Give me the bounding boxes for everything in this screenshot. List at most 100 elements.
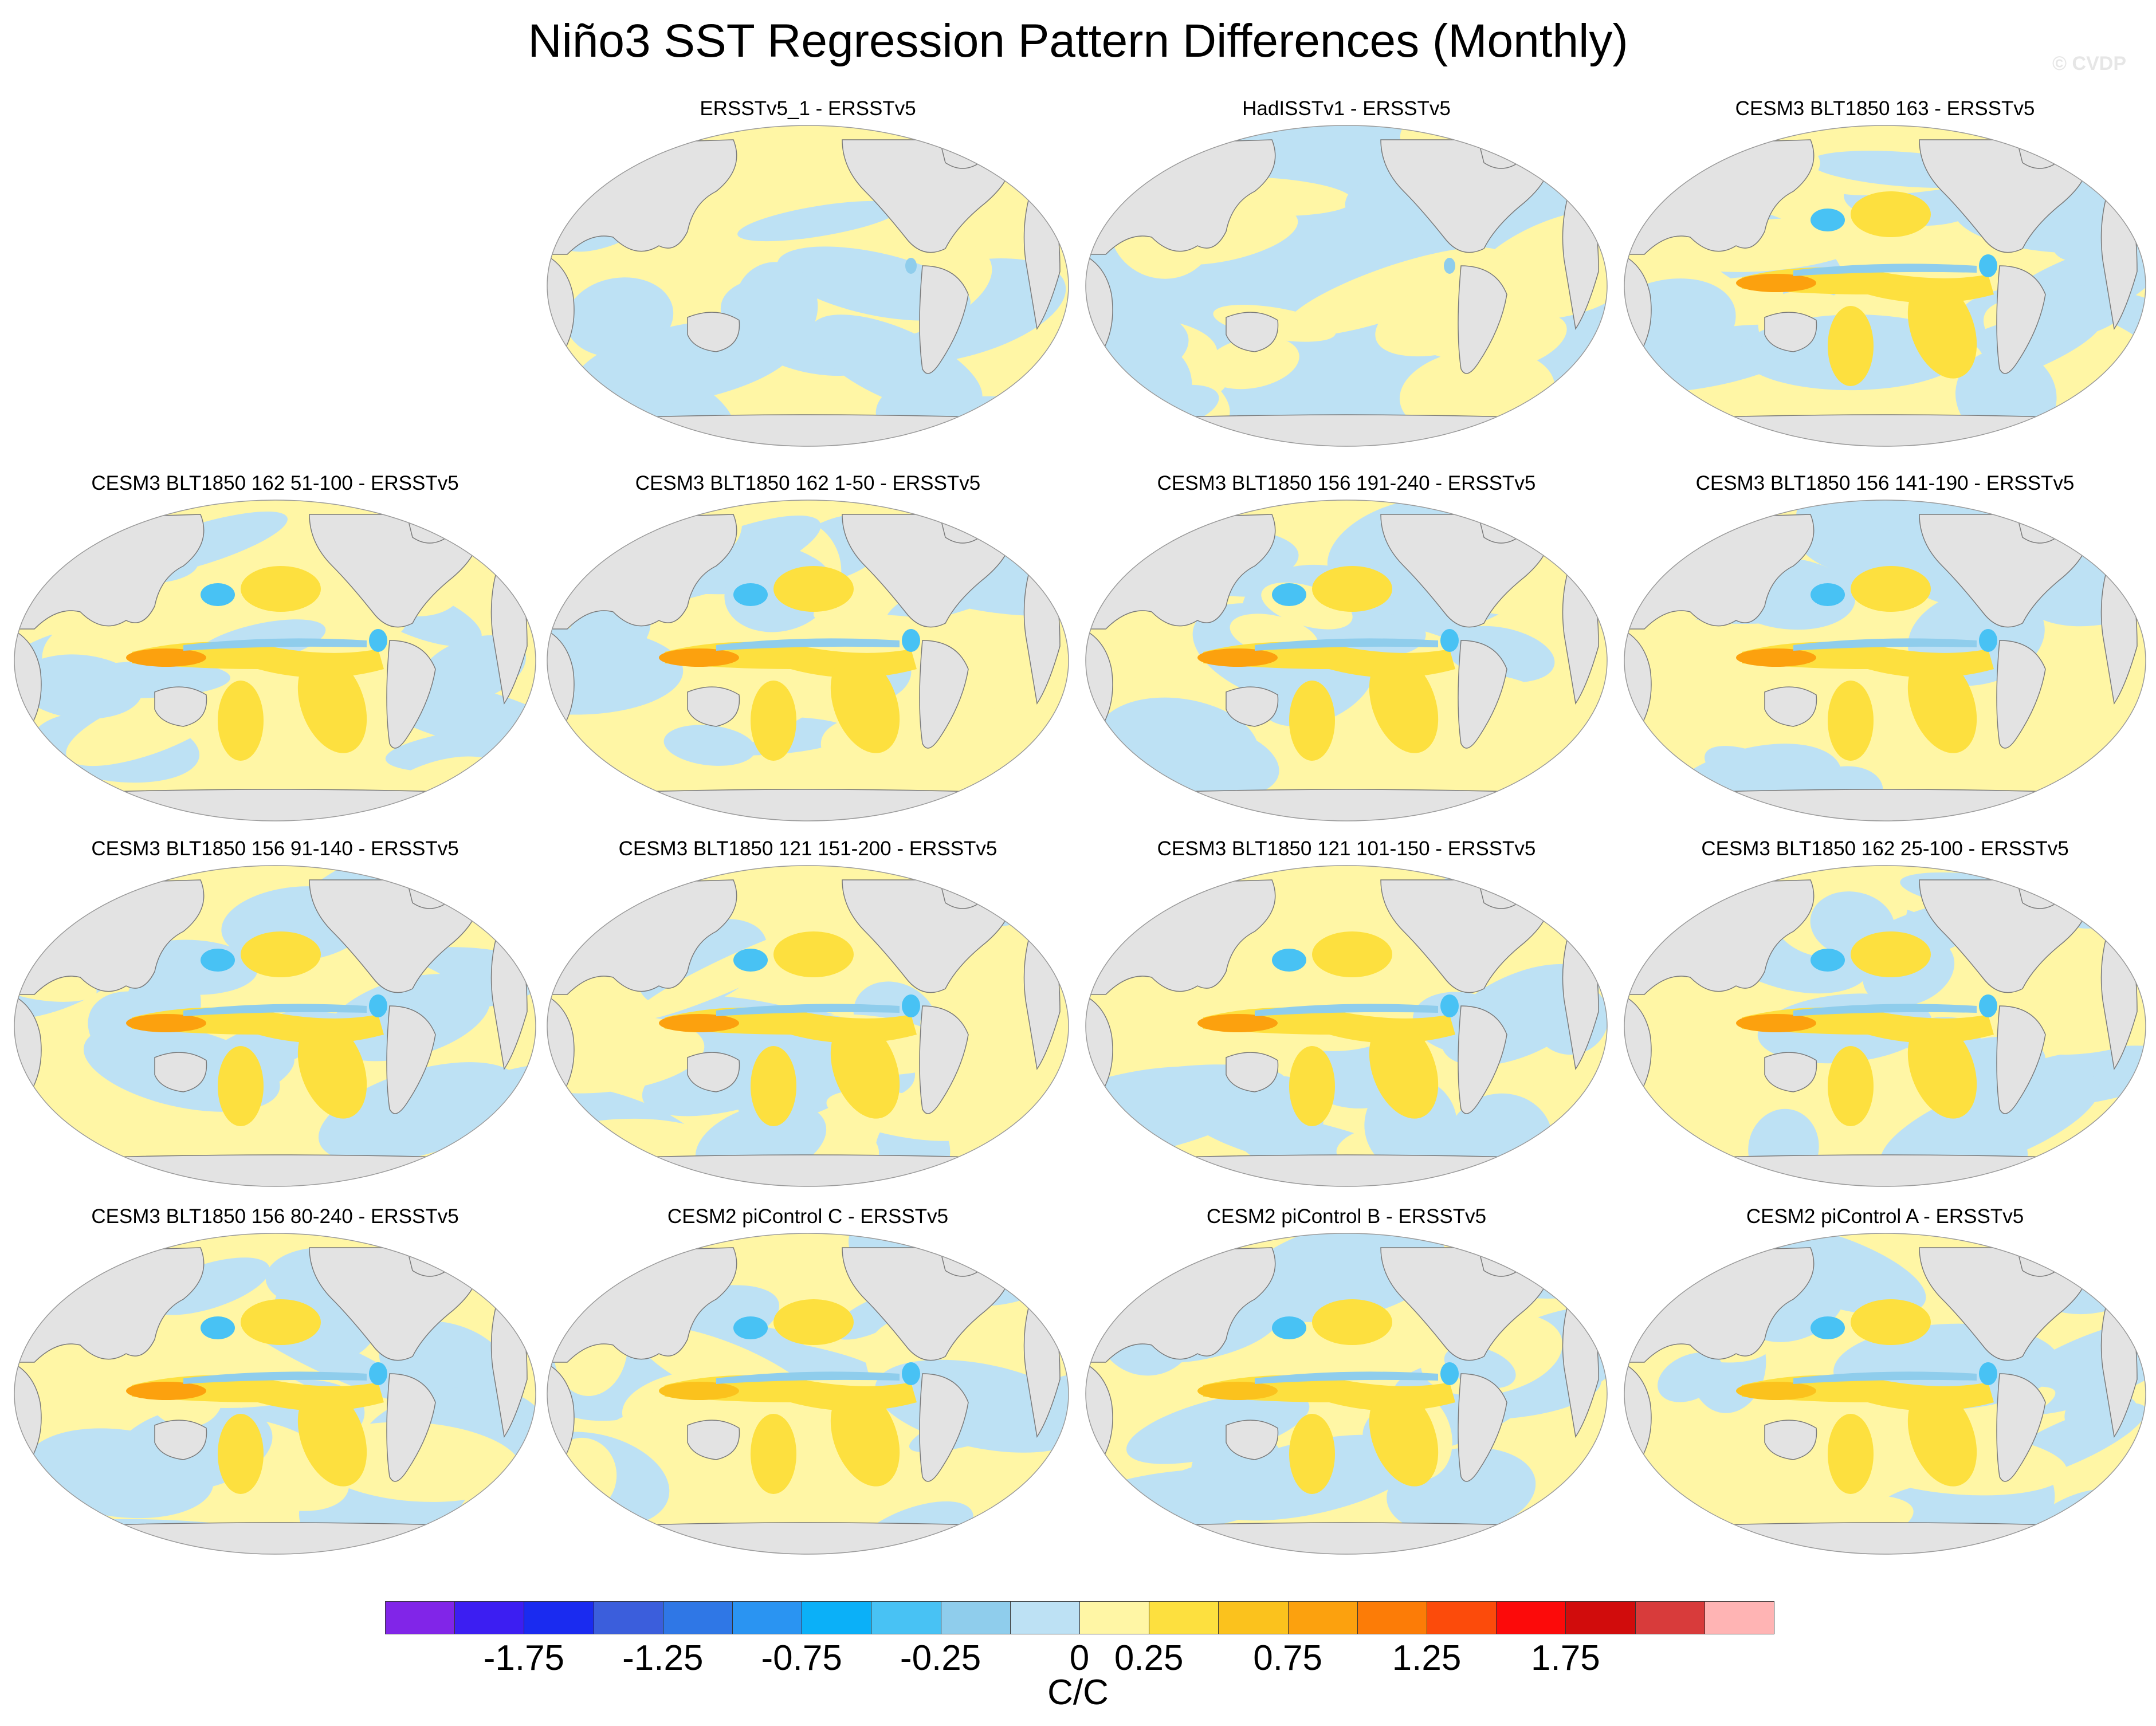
figure-title: Niño3 SST Regression Pattern Differences… — [528, 15, 1628, 67]
land-mass — [687, 1052, 740, 1092]
warm-pool-core — [659, 648, 739, 667]
land-mass — [1624, 789, 2146, 821]
south-pacific-lobe — [1828, 1414, 1874, 1494]
kuroshio-cool-spot — [1811, 1316, 1845, 1339]
sst-difference-map — [544, 1230, 1071, 1557]
land-mass — [547, 1522, 1069, 1554]
anomaly-blob — [1150, 724, 1279, 797]
map-panel: CESM3 BLT1850 163 - ERSSTv5 — [1621, 96, 2149, 469]
colorbar-swatch — [662, 1601, 733, 1634]
warm-pool-core — [1197, 648, 1278, 667]
land-mass — [154, 1420, 207, 1460]
map-panel: CESM3 BLT1850 156 80-240 - ERSSTv5 — [11, 1204, 539, 1576]
equatorial-cool-strip — [183, 1004, 367, 1016]
colorbar-swatch — [1565, 1601, 1636, 1634]
north-pacific-lobe — [1312, 1299, 1392, 1345]
map-outline — [547, 500, 1069, 821]
map-outline — [14, 1233, 536, 1555]
kuroshio-cool-spot — [1811, 209, 1845, 231]
colorbar-tick-label: -0.75 — [761, 1638, 842, 1678]
colorbar-tick-label: 0.75 — [1253, 1638, 1322, 1678]
panel-title: CESM3 BLT1850 156 141-190 - ERSSTv5 — [1695, 472, 2075, 494]
land-mass — [1226, 686, 1279, 727]
equatorial-cool-strip — [716, 1004, 900, 1016]
anomaly-blob — [1658, 1353, 1723, 1402]
sst-difference-map — [11, 1230, 539, 1557]
kuroshio-cool-spot — [1272, 583, 1306, 606]
land-mass — [1764, 1052, 1817, 1092]
panel-title: CESM3 BLT1850 156 91-140 - ERSSTv5 — [91, 838, 459, 860]
land-mass — [547, 414, 1069, 446]
coastal-cool-spot — [1979, 254, 1997, 277]
colorbar-swatch — [802, 1601, 872, 1634]
colorbar-tick-label: 1.75 — [1531, 1638, 1600, 1678]
land-mass — [547, 1154, 1069, 1186]
land-mass — [1764, 686, 1817, 727]
panel-title: CESM2 piControl B - ERSSTv5 — [1206, 1205, 1487, 1228]
north-pacific-lobe — [1312, 931, 1392, 977]
land-mass — [14, 1154, 536, 1186]
kuroshio-cool-spot — [1811, 949, 1845, 972]
north-pacific-lobe — [1851, 566, 1931, 612]
equatorial-cool-strip — [1793, 1371, 1977, 1384]
warm-pool-core — [126, 1014, 206, 1032]
south-pacific-lobe — [751, 1414, 796, 1494]
land-mass — [1624, 1154, 2146, 1186]
north-pacific-lobe — [1851, 931, 1931, 977]
north-pacific-lobe — [1851, 1299, 1931, 1345]
north-pacific-lobe — [1851, 191, 1931, 237]
panel-title: CESM3 BLT1850 156 191-240 - ERSSTv5 — [1157, 472, 1536, 494]
warm-pool-core — [659, 1382, 739, 1400]
panel-title: CESM2 piControl C - ERSSTv5 — [667, 1205, 949, 1228]
north-pacific-lobe — [773, 931, 854, 977]
colorbar-swatch — [940, 1601, 1011, 1634]
map-outline — [547, 125, 1069, 447]
map-panel: CESM2 piControl B - ERSSTv5 — [1083, 1204, 1610, 1576]
land-mass — [14, 789, 536, 821]
map-outline — [1085, 125, 1608, 447]
equatorial-cool-strip — [716, 1371, 900, 1384]
south-pacific-lobe — [830, 1019, 900, 1119]
colorbar-swatch — [1287, 1601, 1358, 1634]
coastal-cool-spot — [1979, 1362, 1997, 1385]
sst-difference-map — [1083, 123, 1610, 449]
anomaly-blob — [737, 200, 901, 242]
map-panel: CESM2 piControl C - ERSSTv5 — [544, 1204, 1071, 1576]
coastal-cool-spot — [902, 1362, 920, 1385]
south-pacific-lobe — [1369, 1019, 1439, 1119]
warm-pool-core — [1736, 1382, 1816, 1400]
south-pacific-lobe — [751, 681, 796, 761]
panel-title: ERSSTv5_1 - ERSSTv5 — [700, 97, 916, 120]
coastal-cool-spot — [902, 994, 920, 1017]
south-pacific-lobe — [297, 1387, 367, 1487]
land-mass — [1458, 640, 1507, 749]
warm-pool-core — [1736, 274, 1816, 292]
anomaly-blob — [1288, 970, 1357, 1006]
warm-pool-core — [126, 1382, 206, 1400]
land-mass — [687, 686, 740, 727]
land-mass — [547, 789, 1069, 821]
map-outline — [1624, 125, 2146, 447]
south-pacific-lobe — [1828, 1046, 1874, 1126]
south-pacific-lobe — [218, 1046, 264, 1126]
warm-pool-core — [1197, 1382, 1278, 1400]
colorbar-tick-labels: -1.75 -1.25 -0.75 -0.25 0 0.25 0.75 1.25 1.75 — [0, 1635, 2156, 1681]
south-pacific-lobe — [1907, 1019, 1977, 1119]
sst-difference-map — [544, 497, 1071, 824]
equatorial-cool-strip — [1255, 1004, 1438, 1016]
colorbar-swatch — [454, 1601, 525, 1634]
anomaly-blob — [575, 319, 798, 406]
land-mass — [386, 1005, 436, 1114]
colorbar-swatch — [1496, 1601, 1566, 1634]
sst-difference-map — [11, 863, 539, 1189]
coastal-cool-spot — [1444, 258, 1455, 274]
colorbar-swatch — [1079, 1601, 1150, 1634]
south-pacific-lobe — [830, 654, 900, 753]
map-panel: CESM3 BLT1850 162 1-50 - ERSSTv5 — [544, 471, 1071, 843]
colorbar-swatch — [593, 1601, 663, 1634]
colorbar-swatch — [1704, 1601, 1774, 1634]
kuroshio-cool-spot — [1272, 949, 1306, 972]
anomaly-blob — [1126, 1391, 1310, 1464]
warm-pool-core — [659, 1014, 739, 1032]
anomaly-blob — [735, 262, 818, 348]
